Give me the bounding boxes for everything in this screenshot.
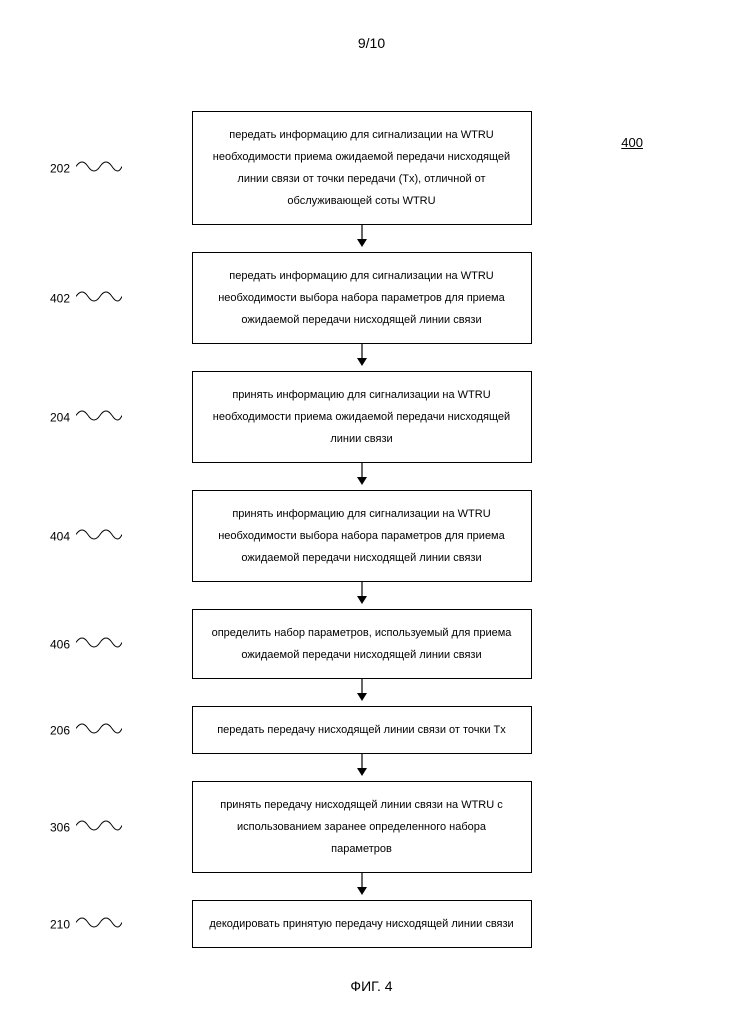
step-id-text: 406 — [50, 637, 70, 651]
figure-caption: ФИГ. 4 — [0, 978, 743, 994]
step-box: декодировать принятую передачу нисходяще… — [192, 900, 532, 948]
step-label: 202 — [50, 158, 122, 179]
arrow-down-icon — [355, 463, 369, 490]
step-label: 306 — [50, 817, 122, 838]
step-id-text: 210 — [50, 917, 70, 931]
squiggle-icon — [70, 407, 122, 428]
step-id-text: 204 — [50, 410, 70, 424]
step-label: 206 — [50, 720, 122, 741]
squiggle-icon — [70, 817, 122, 838]
step-id-text: 306 — [50, 820, 70, 834]
step-id-text: 206 — [50, 723, 70, 737]
step-row: 404принять информацию для сигнализации н… — [70, 490, 653, 582]
step-label: 210 — [50, 914, 122, 935]
step-box: передать информацию для сигнализации на … — [192, 252, 532, 344]
step-row: 202передать информацию для сигнализации … — [70, 111, 653, 225]
step-row: 402передать информацию для сигнализации … — [70, 252, 653, 344]
step-row: 306принять передачу нисходящей линии свя… — [70, 781, 653, 873]
flowchart: 202 передать информацию для сигнализации … — [0, 111, 743, 948]
squiggle-icon — [70, 634, 122, 655]
arrow-down-icon — [355, 754, 369, 781]
step-label: 406 — [50, 634, 122, 655]
arrow-down-icon — [355, 582, 369, 609]
step-box: определить набор параметров, используемы… — [192, 609, 532, 679]
step-label: 402 — [50, 288, 122, 309]
step-row: 204принять информацию для сигнализации н… — [70, 371, 653, 463]
step-label: 404 — [50, 526, 122, 547]
step-box: принять передачу нисходящей линии связи … — [192, 781, 532, 873]
arrow-down-icon — [355, 679, 369, 706]
arrow-down-icon — [355, 344, 369, 371]
step-id-text: 402 — [50, 291, 70, 305]
step-box: передать передачу нисходящей линии связи… — [192, 706, 532, 754]
squiggle-icon — [70, 526, 122, 547]
step-row: 406определить набор параметров, использу… — [70, 609, 653, 679]
page: 9/10 400 202передать информацию для сигн… — [0, 0, 743, 1034]
step-id-text: 202 — [50, 161, 70, 175]
arrow-down-icon — [355, 873, 369, 900]
squiggle-icon — [70, 914, 122, 935]
step-row: 206передать передачу нисходящей линии св… — [70, 706, 653, 754]
step-label: 204 — [50, 407, 122, 428]
step-box: принять информацию для сигнализации на W… — [192, 371, 532, 463]
squiggle-icon — [70, 720, 122, 741]
squiggle-icon — [70, 288, 122, 309]
page-number: 9/10 — [0, 35, 743, 51]
step-box: принять информацию для сигнализации на W… — [192, 490, 532, 582]
step-id-text: 404 — [50, 529, 70, 543]
squiggle-icon — [70, 158, 122, 179]
step-box: передать информацию для сигнализации на … — [192, 111, 532, 225]
arrow-down-icon — [355, 225, 369, 252]
step-row: 210декодировать принятую передачу нисход… — [70, 900, 653, 948]
